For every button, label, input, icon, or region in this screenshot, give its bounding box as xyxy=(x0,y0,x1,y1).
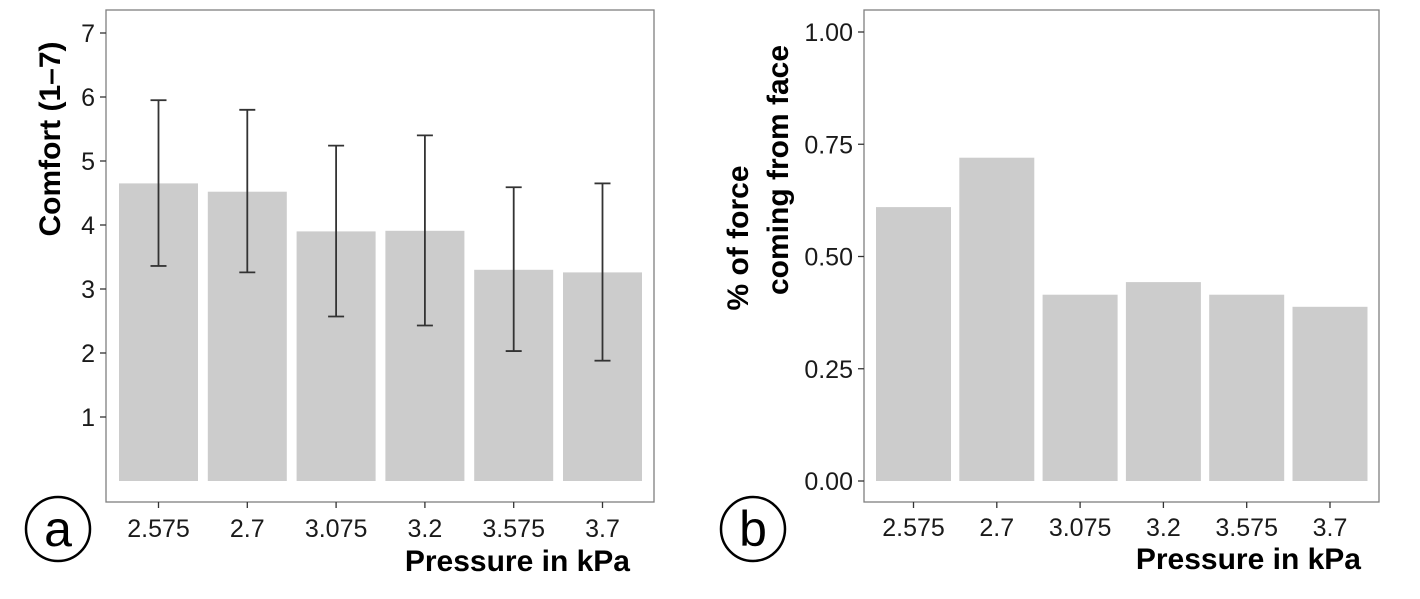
x-tick-label: 2.7 xyxy=(230,515,265,543)
y-axis-a: 1 2 3 4 5 6 7 xyxy=(81,20,106,432)
y-tick-label: 3 xyxy=(81,276,95,304)
y-tick-label: 5 xyxy=(81,148,95,176)
y-tick-label: 1 xyxy=(81,404,95,432)
y-tick-label: 0.25 xyxy=(804,356,853,384)
y-axis-title-a: Comfort (1–7) xyxy=(34,41,67,236)
error-bar xyxy=(150,99,167,267)
x-tick-label: 2.575 xyxy=(127,515,190,543)
bar xyxy=(1292,306,1368,481)
bar xyxy=(1209,294,1285,481)
x-tick-label: 3.075 xyxy=(1049,514,1112,542)
panel-label-letter-a: a xyxy=(44,501,72,557)
bar xyxy=(876,207,951,481)
x-tick-label: 3.575 xyxy=(1215,514,1278,542)
x-axis-b: 2.575 2.7 3.075 3.2 3.575 3.7 xyxy=(882,502,1347,542)
plot-frame-a xyxy=(105,9,655,503)
y-tick-label: 6 xyxy=(81,84,95,112)
panel-label-circle-a xyxy=(24,495,92,563)
y-tick-label: 1.00 xyxy=(804,19,853,47)
bar xyxy=(959,157,1035,481)
bar xyxy=(1042,294,1118,481)
panel-label-a: a xyxy=(24,495,92,563)
bars-b xyxy=(876,157,1368,481)
bars-a xyxy=(119,183,642,481)
y-tick-label: 7 xyxy=(81,20,95,48)
y-tick-label: 0.00 xyxy=(804,468,853,496)
x-axis-a: 2.575 2.7 3.075 3.2 3.575 3.7 xyxy=(127,502,620,543)
error-bar xyxy=(505,186,522,352)
x-tick-label: 3.7 xyxy=(585,515,620,543)
error-bar xyxy=(416,134,433,327)
x-tick-label: 2.575 xyxy=(882,514,945,542)
x-tick-label: 3.2 xyxy=(408,515,443,543)
chart-a: 1 2 3 4 5 6 7 2.575 2.7 3.075 3.2 3.575 3.7 Comfort… xyxy=(24,9,655,578)
panel-label-letter-b: b xyxy=(739,501,767,557)
error-bars-a xyxy=(150,99,611,362)
y-axis-b: 0.00 0.25 0.50 0.75 1.00 xyxy=(804,19,864,496)
error-bar xyxy=(594,182,611,362)
y-tick-label: 0.75 xyxy=(804,131,853,159)
y-axis-title-b-line1: % of force xyxy=(722,165,755,310)
y-axis-title-b-line2: coming from face xyxy=(762,45,795,295)
x-tick-label: 2.7 xyxy=(979,514,1014,542)
error-bar xyxy=(328,144,345,318)
y-tick-label: 4 xyxy=(81,212,95,240)
error-bar xyxy=(239,108,256,274)
chart-b: 0.00 0.25 0.50 0.75 1.00 2.575 2.7 3.075 3.2 3.5… xyxy=(719,9,1380,576)
x-axis-title-b: Pressure in kPa xyxy=(1136,543,1361,576)
panel-label-circle-b xyxy=(719,495,787,563)
bar xyxy=(1125,282,1201,481)
x-tick-label: 3.7 xyxy=(1313,514,1348,542)
y-tick-label: 2 xyxy=(81,340,95,368)
panel-label-b: b xyxy=(719,495,787,563)
x-tick-label: 3.2 xyxy=(1146,514,1181,542)
x-axis-title-a: Pressure in kPa xyxy=(405,545,630,578)
y-tick-label: 0.50 xyxy=(804,244,853,272)
x-tick-label: 3.575 xyxy=(482,515,545,543)
x-tick-label: 3.075 xyxy=(305,515,368,543)
